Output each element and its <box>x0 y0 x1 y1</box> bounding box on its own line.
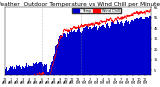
Title: Milwaukee Weather  Outdoor Temperature vs Wind Chill per Minute (24 Hours): Milwaukee Weather Outdoor Temperature vs… <box>0 2 160 7</box>
Legend: Temp, Wind Chill: Temp, Wind Chill <box>72 8 121 13</box>
